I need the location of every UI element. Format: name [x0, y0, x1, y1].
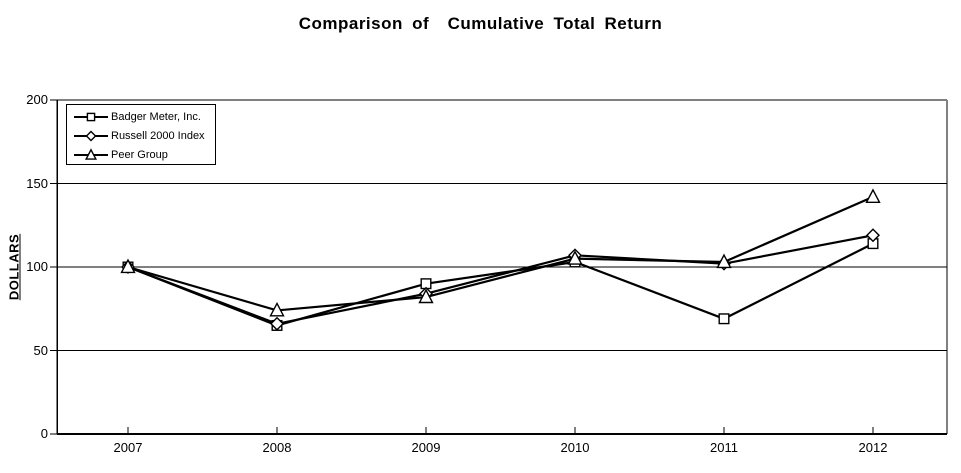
series-line-russell-2000-index	[127, 234, 874, 325]
chart-title: Comparison of Cumulative Total Return	[298, 14, 663, 33]
legend-item-russell-2000: Russell 2000 Index	[73, 127, 215, 145]
marker-triangle	[567, 250, 583, 265]
series-line-badger-meter-inc	[127, 242, 874, 327]
marker-diamond	[270, 316, 284, 331]
marker-triangle	[865, 188, 881, 203]
marker-square	[718, 313, 730, 325]
x-tick-label-2011: 2011	[710, 440, 738, 455]
legend-item-badger-meter: Badger Meter, Inc.	[73, 108, 215, 126]
legend: Badger Meter, Inc. Russell 2000 Index Pe…	[66, 104, 216, 165]
y-tick-label-150: 150	[26, 175, 48, 191]
marker-triangle	[716, 253, 732, 269]
marker-square	[86, 113, 96, 122]
y-tick-label-0: 0	[40, 426, 48, 441]
x-tick-label-2009: 2009	[411, 440, 441, 455]
y-tick-label-100: 100	[26, 259, 48, 274]
legend-marker-triangle-icon	[74, 147, 108, 160]
marker-triangle	[120, 258, 136, 274]
legend-marker-square-icon	[74, 113, 108, 122]
marker-triangle	[84, 147, 98, 160]
x-tick-label-2012: 2012	[858, 440, 888, 455]
series-line-peer-group	[127, 195, 874, 312]
marker-triangle	[269, 301, 285, 317]
marker-diamond	[85, 130, 97, 142]
marker-diamond	[866, 228, 880, 243]
x-tick-label-2008: 2008	[262, 440, 292, 455]
x-tick-label-2010: 2010	[560, 440, 590, 455]
legend-label: Russell 2000 Index	[111, 129, 205, 142]
legend-label: Badger Meter, Inc.	[111, 111, 201, 124]
legend-item-peer-group: Peer Group	[73, 146, 215, 164]
legend-marker-diamond-icon	[74, 130, 108, 142]
x-tick-label-2007: 2007	[113, 440, 143, 455]
legend-label: Peer Group	[111, 148, 168, 161]
marker-triangle	[418, 288, 434, 304]
y-tick-label-50: 50	[33, 342, 48, 358]
y-tick-label-200: 200	[26, 92, 48, 107]
